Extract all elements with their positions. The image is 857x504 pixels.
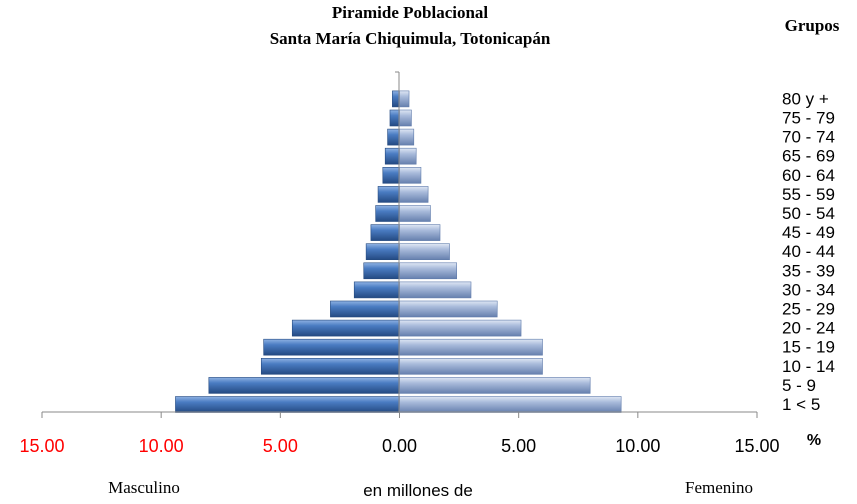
female-bar-10 <box>399 205 431 222</box>
male-bar-14 <box>387 128 400 146</box>
female-bar-7 <box>399 262 458 280</box>
age-group-label-15: 75 - 79 <box>782 108 835 127</box>
age-group-label-6: 30 - 34 <box>782 280 835 299</box>
age-group-label-0: 1 < 5 <box>782 395 820 414</box>
age-group-label-5: 25 - 29 <box>782 299 835 318</box>
age-group-label-4: 20 - 24 <box>782 319 835 338</box>
female-bar-11 <box>399 186 429 203</box>
female-bar-1 <box>399 377 591 394</box>
male-bar-7 <box>363 262 400 280</box>
male-bar-8 <box>365 243 400 260</box>
male-bar-13 <box>384 147 400 165</box>
male-bar-0 <box>175 396 400 413</box>
male-bar-10 <box>375 205 400 222</box>
age-group-label-11: 55 - 59 <box>782 185 835 204</box>
male-bar-6 <box>353 281 400 299</box>
male-bar-15 <box>389 109 400 127</box>
male-bar-1 <box>208 377 400 394</box>
masculino-label: Masculino <box>108 478 180 497</box>
male-bar-16 <box>392 90 400 108</box>
x-tick-label-4: 5.00 <box>501 436 536 456</box>
male-bar-5 <box>330 300 400 318</box>
female-bar-2 <box>399 357 543 375</box>
male-bar-3 <box>263 338 400 356</box>
x-tick-label-2: 5.00 <box>263 436 298 456</box>
female-bar-0 <box>399 396 622 413</box>
female-bar-3 <box>399 338 543 356</box>
femenino-label: Femenino <box>685 478 753 497</box>
age-group-label-9: 45 - 49 <box>782 223 835 242</box>
age-group-label-3: 15 - 19 <box>782 338 835 357</box>
male-bar-12 <box>382 167 400 184</box>
female-bar-6 <box>399 281 472 299</box>
groups-label: Grupos <box>785 16 840 35</box>
age-group-label-16: 80 y + <box>782 89 829 108</box>
x-tick-label-0: 15.00 <box>19 436 64 456</box>
female-bar-15 <box>399 109 412 127</box>
female-bar-13 <box>399 147 417 165</box>
x-unit-label: % <box>807 432 821 449</box>
x-tick-label-1: 10.00 <box>139 436 184 456</box>
age-group-label-10: 50 - 54 <box>782 204 835 223</box>
male-bar-2 <box>260 357 400 375</box>
age-group-label-12: 60 - 64 <box>782 166 835 185</box>
chart-title: Piramide Poblacional <box>332 3 489 22</box>
x-tick-label-5: 10.00 <box>615 436 660 456</box>
x-tick-label-6: 15.00 <box>734 436 779 456</box>
female-bar-9 <box>399 224 441 241</box>
bars-group <box>175 90 622 413</box>
age-group-label-1: 5 - 9 <box>782 376 816 395</box>
x-ticks-group: 15.00 10.00 5.00 0.00 5.00 10.00 15.00 <box>19 412 780 456</box>
age-group-label-2: 10 - 14 <box>782 357 835 376</box>
age-group-label-8: 40 - 44 <box>782 242 835 261</box>
male-bar-9 <box>370 224 400 241</box>
female-bar-5 <box>399 300 498 318</box>
x-axis-title: en millones de <box>363 481 473 500</box>
chart-subtitle: Santa María Chiquimula, Totonicapán <box>270 29 551 48</box>
male-bar-11 <box>377 186 400 203</box>
male-bar-4 <box>291 319 400 337</box>
female-bar-16 <box>399 90 410 108</box>
age-group-label-14: 70 - 74 <box>782 128 835 147</box>
female-bar-12 <box>399 167 422 184</box>
age-group-label-13: 65 - 69 <box>782 147 835 166</box>
age-group-label-7: 35 - 39 <box>782 261 835 280</box>
female-bar-4 <box>399 319 522 337</box>
female-bar-14 <box>399 128 415 146</box>
female-bar-8 <box>399 243 450 260</box>
x-tick-label-3: 0.00 <box>382 436 417 456</box>
